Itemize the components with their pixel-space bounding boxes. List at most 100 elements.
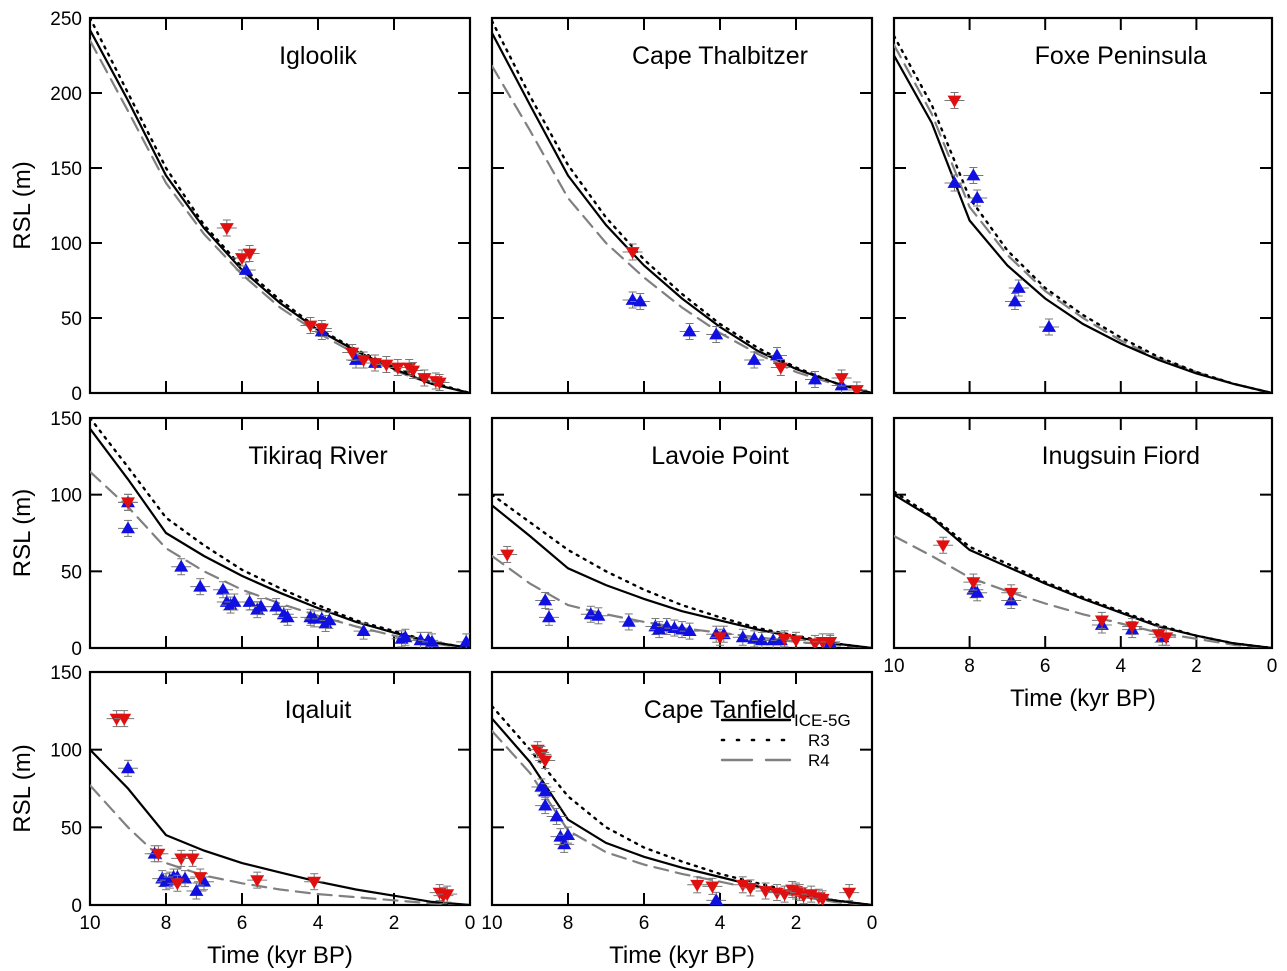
y-tick-label: 50 [61,818,82,839]
data-point-up [193,579,208,592]
data-point-down [966,577,981,590]
data-point-up [356,624,371,636]
plot-frame [88,16,472,395]
data-point-down [690,879,705,892]
y-axis-label: RSL (m) [9,489,36,577]
data-point-down [307,876,322,889]
plot-area [492,705,872,905]
x-tick-label: 2 [389,913,400,934]
plot-frame [892,16,1274,395]
data-point-down [117,713,132,726]
data-point-up [459,634,470,647]
plot-frame [892,416,1274,650]
data-point-down [713,632,727,645]
data-point-up [538,798,553,811]
plot-frame [88,416,472,650]
data-point-up [549,809,564,822]
x-tick-label: 0 [867,913,878,934]
plot-area [90,710,470,905]
data-point-up [542,610,556,623]
data-point-up [280,610,295,623]
series-r3 [90,18,470,393]
data-point-down [242,248,257,261]
data-point-down [1151,629,1166,642]
data-point-up [238,263,253,275]
data-point-down [174,853,189,866]
panel-lavoie-point: Lavoie Point [490,416,874,650]
plot-area [894,34,1272,393]
data-point-up [322,613,337,626]
x-tick-label: 6 [237,913,248,934]
data-point-down [1159,632,1174,645]
series-r4 [492,729,872,905]
y-tick-label: 150 [50,409,82,430]
x-tick-label: 4 [715,913,726,934]
y-tick-label: 0 [71,384,82,405]
series-ice-5g [894,54,1272,393]
y-tick-label: 150 [50,159,82,180]
series-ice-5g [492,31,872,393]
x-tick-label: 10 [79,913,100,934]
data-point-down [758,886,773,898]
series-r3 [894,490,1272,648]
x-tick-label: 10 [481,913,502,934]
data-point-down [432,377,447,390]
panel-foxe-peninsula: Foxe Peninsula [892,16,1274,395]
data-point-down [417,373,432,385]
x-tick-label: 0 [465,913,476,934]
panel-iqaluit: 0 50 100 150 10 8 6 4 2 0 RSL (m) Time (kyr BP) Iqal… [9,663,475,969]
data-point-down [379,359,394,372]
series-ice-5g [90,28,470,393]
data-point-up [254,599,268,612]
x-tick-label: 0 [1267,656,1278,677]
data-point-down [314,323,329,336]
data-point-up [652,622,667,635]
data-point-up [682,624,697,636]
data-point-down [345,347,360,360]
data-point-down [303,320,318,333]
panel-inugsuin-fiord: 10 8 6 4 2 0 Time (kyr BP) Inugsuin Fiord [883,416,1278,712]
data-point-down [804,889,819,902]
series-r4 [894,534,1272,648]
data-point-up [561,828,575,840]
data-point-down [235,253,249,265]
data-point-down [735,879,750,892]
plot-frame [490,670,874,907]
panel-title: Lavoie Point [651,442,789,470]
x-axis-label: Time (kyr BP) [1010,685,1156,712]
series-r3 [894,34,1272,393]
data-point-up [242,595,257,607]
data-point-down [834,373,849,385]
data-point-down [705,881,720,894]
series-r3 [492,19,872,393]
data-point-up [538,593,553,606]
y-tick-label: 150 [50,663,82,684]
data-point-down [777,889,792,902]
data-point-down [947,95,962,108]
data-point-down [1125,621,1140,634]
data-point-down [538,755,553,768]
data-point-down [1004,587,1019,600]
data-point-down [368,358,382,370]
data-point-down [823,637,838,648]
x-tick-label: 4 [1116,656,1127,677]
series-ice-5g [894,493,1272,648]
data-point-up [754,633,769,646]
data-point-up [425,634,439,647]
data-point-up [966,168,981,181]
data-point-up [808,372,822,385]
data-point-down [406,365,420,378]
legend-label-r4: R4 [808,751,830,770]
data-point-down [390,362,405,375]
x-axis-label: Time (kyr BP) [609,942,755,969]
data-point-down [121,497,135,510]
plot-area [90,18,470,393]
data-point-down [849,385,864,393]
x-tick-label: 6 [1040,656,1051,677]
y-axis-label: RSL (m) [9,744,36,832]
data-point-up [621,614,636,627]
y-tick-label: 200 [50,84,82,105]
data-point-up [1011,281,1026,293]
data-point-down [936,540,951,553]
